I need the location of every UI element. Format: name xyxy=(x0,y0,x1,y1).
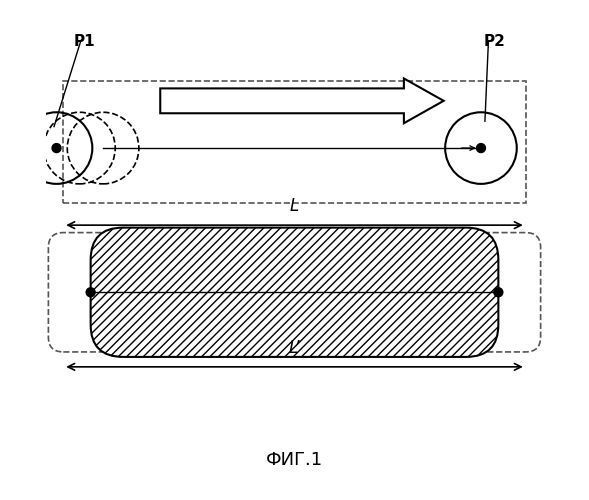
Circle shape xyxy=(52,144,61,152)
Text: L: L xyxy=(290,197,299,215)
Text: L’: L’ xyxy=(289,339,300,357)
Polygon shape xyxy=(160,78,444,123)
FancyBboxPatch shape xyxy=(91,228,498,357)
Circle shape xyxy=(494,288,503,296)
Text: P1: P1 xyxy=(73,34,95,48)
Circle shape xyxy=(477,144,485,152)
Text: ФИГ.1: ФИГ.1 xyxy=(266,451,323,469)
Text: P2: P2 xyxy=(484,34,505,48)
Circle shape xyxy=(86,288,95,296)
